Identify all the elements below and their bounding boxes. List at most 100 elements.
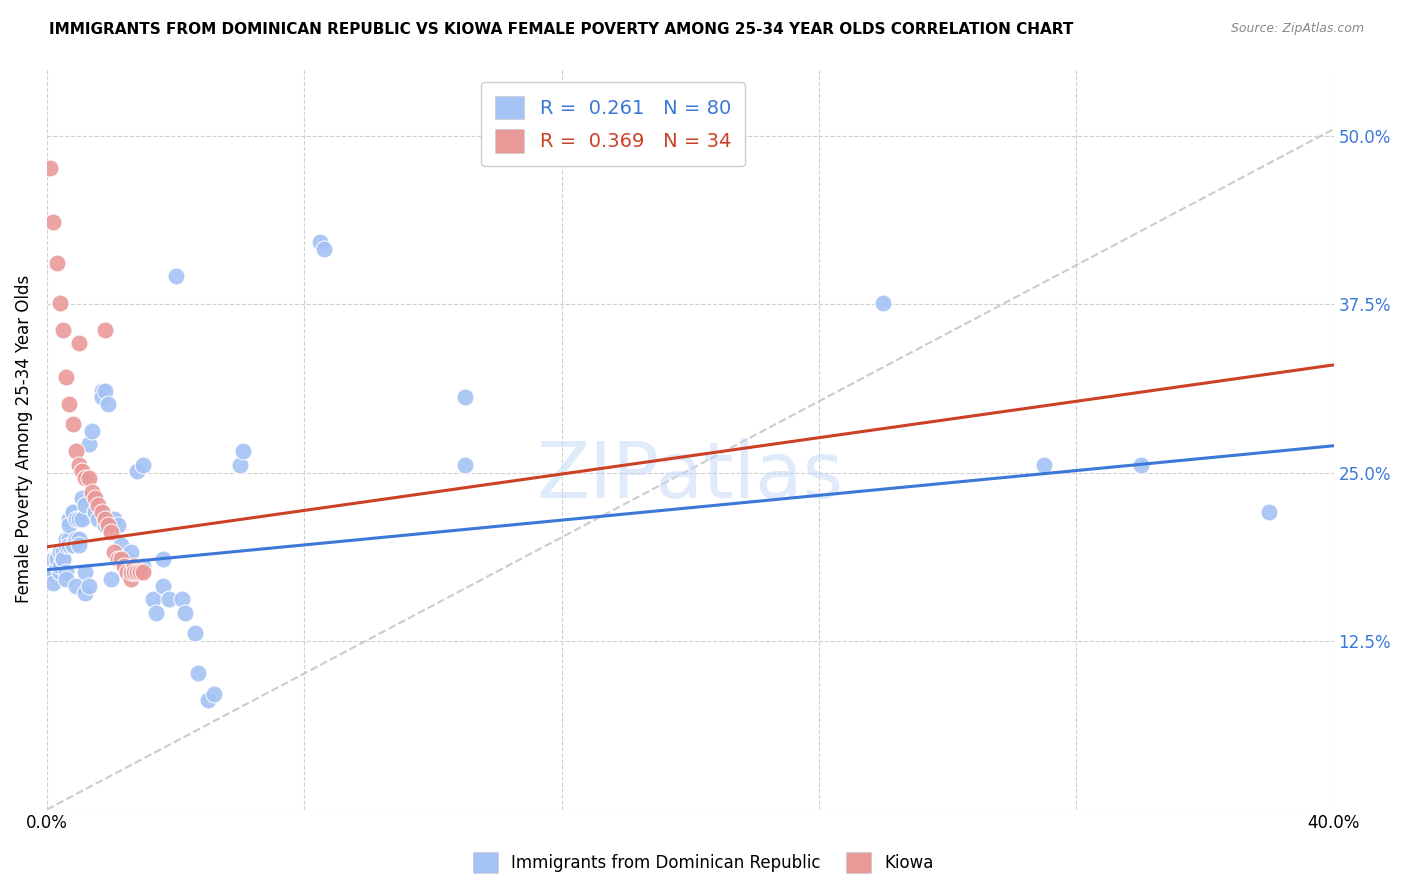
Point [157,592,180,607]
Point [80,424,103,438]
Point [94,384,117,398]
Point [77,471,100,485]
Point [72,511,94,525]
Point [72,464,94,478]
Legend: R =  0.261   N = 80, R =  0.369   N = 34: R = 0.261 N = 80, R = 0.369 N = 34 [481,82,745,166]
Point [49,558,72,573]
Point [94,518,117,533]
Point [62,505,84,519]
Point [55,566,77,580]
Point [72,491,94,506]
Point [197,693,219,707]
Point [122,566,145,580]
Point [87,498,110,512]
Point [45,552,67,566]
Point [120,545,142,559]
Point [132,566,155,580]
Point [174,606,197,620]
Legend: Immigrants from Dominican Republic, Kiowa: Immigrants from Dominican Republic, Kiow… [465,846,941,880]
Point [145,606,167,620]
Point [132,458,155,472]
Point [75,585,97,599]
Point [94,511,117,525]
Point [125,566,148,580]
Point [65,444,87,458]
Point [142,592,165,607]
Point [62,539,84,553]
Point [454,458,477,472]
Point [62,505,84,519]
Point [42,215,65,229]
Point [52,552,75,566]
Point [129,566,152,580]
Point [67,336,90,351]
Point [62,539,84,553]
Point [107,552,129,566]
Point [112,558,135,573]
Point [62,417,84,432]
Point [454,390,477,404]
Point [55,532,77,546]
Point [49,545,72,559]
Point [107,518,129,533]
Point [45,255,67,269]
Point [170,592,193,607]
Point [1033,458,1056,472]
Point [49,566,72,580]
Point [67,539,90,553]
Point [67,511,90,525]
Point [90,505,112,519]
Point [52,552,75,566]
Point [312,242,335,256]
Point [65,532,87,546]
Point [202,687,225,701]
Point [112,558,135,573]
Point [58,397,80,411]
Point [58,518,80,533]
Point [77,437,100,451]
Point [90,390,112,404]
Point [187,666,209,681]
Point [55,572,77,586]
Text: IMMIGRANTS FROM DOMINICAN REPUBLIC VS KIOWA FEMALE POVERTY AMONG 25-34 YEAR OLDS: IMMIGRANTS FROM DOMINICAN REPUBLIC VS KI… [49,22,1074,37]
Point [39,161,62,176]
Point [84,491,107,506]
Point [1258,505,1281,519]
Point [87,511,110,525]
Point [55,370,77,384]
Point [309,235,332,250]
Point [52,323,75,337]
Point [49,296,72,310]
Point [132,558,155,573]
Point [45,558,67,573]
Point [58,539,80,553]
Point [120,566,142,580]
Point [90,384,112,398]
Point [97,397,120,411]
Point [232,444,254,458]
Point [67,532,90,546]
Point [184,626,207,640]
Point [229,458,252,472]
Point [117,552,139,566]
Point [152,579,174,593]
Point [110,539,132,553]
Point [65,511,87,525]
Point [84,505,107,519]
Point [100,572,122,586]
Point [42,576,65,591]
Point [77,579,100,593]
Point [100,524,122,539]
Point [42,566,65,581]
Point [94,323,117,337]
Point [84,505,107,519]
Point [103,545,125,559]
Point [75,471,97,485]
Point [97,518,120,533]
Point [52,552,75,566]
Y-axis label: Female Poverty Among 25-34 Year Olds: Female Poverty Among 25-34 Year Olds [15,275,32,603]
Point [58,532,80,546]
Point [1129,458,1152,472]
Text: ZIPatlas: ZIPatlas [537,438,844,514]
Point [125,464,148,478]
